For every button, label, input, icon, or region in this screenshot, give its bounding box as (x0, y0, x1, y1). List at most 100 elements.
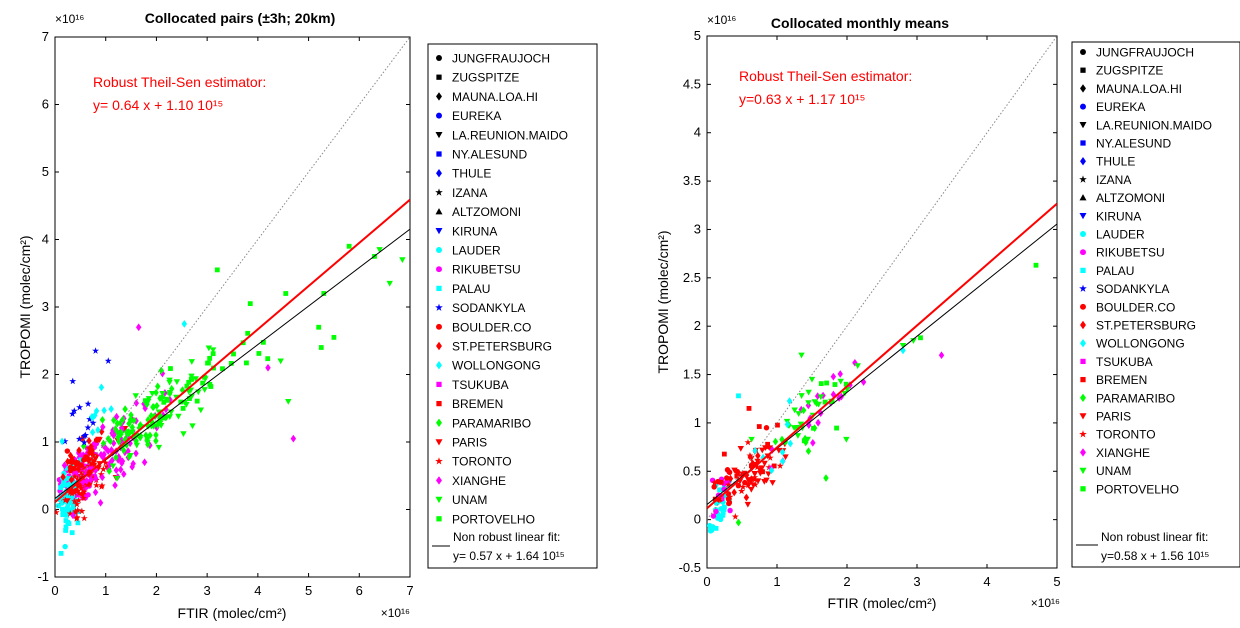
data-point-paramaribo (106, 467, 112, 475)
right-x-axis-label: FTIR (molec/cm²) (828, 595, 937, 611)
legend-marker-tri-down-icon (435, 496, 443, 504)
legend-label: TORONTO (1096, 428, 1156, 442)
data-point-rikubetsu (727, 507, 733, 514)
data-point-wollongong (93, 407, 100, 415)
y-tick-label: -0.5 (679, 560, 701, 575)
legend-item-sodankyla: SODANKYLA (435, 301, 525, 315)
data-point-boulder-co (763, 425, 770, 431)
legend-item-jungfraujoch: JUNGFRAUJOCH (436, 52, 550, 66)
data-point-st-petersburg (79, 490, 86, 498)
data-point-palau (69, 500, 74, 506)
data-point-xianghe (99, 473, 106, 482)
data-point-sodankyla (89, 419, 97, 426)
data-point-unam (808, 376, 816, 383)
data-point-palau (64, 512, 70, 518)
legend-item-kiruna: KIRUNA (1079, 209, 1141, 223)
data-point-boulder-co (64, 448, 71, 454)
data-point-palau (58, 550, 64, 556)
data-point-xianghe (83, 476, 90, 485)
data-point-rikubetsu (721, 486, 727, 493)
data-point-toronto (73, 500, 81, 508)
legend-item-kiruna: KIRUNA (435, 224, 497, 238)
legend-item-boulder-co: BOULDER.CO (436, 320, 531, 334)
data-point-toronto (75, 481, 83, 489)
legend-item-zugspitze: ZUGSPITZE (436, 71, 519, 85)
data-point-unam (805, 400, 812, 407)
data-point-paramaribo (100, 439, 107, 448)
legend-item-mauna-loa-hi: MAUNA.LOA.HI (436, 90, 538, 104)
legend-item-ny-alesund: NY.ALESUND (1080, 137, 1171, 151)
legend-item-zugspitze: ZUGSPITZE (1080, 64, 1163, 78)
data-point-xianghe (154, 423, 160, 432)
right-chart-title: Collocated monthly means (771, 15, 949, 31)
data-point-toronto (74, 475, 82, 482)
legend-label: THULE (1096, 155, 1135, 169)
y-tick-label: 4 (42, 232, 49, 247)
legend-marker-circle-icon (436, 323, 442, 330)
legend-item-boulder-co: BOULDER.CO (1080, 300, 1175, 314)
data-point-bremen (712, 496, 718, 502)
data-point-wollongong (95, 426, 101, 434)
data-point-paramaribo (99, 415, 106, 424)
data-point-portovelho (918, 335, 923, 341)
y-tick-label: -1 (37, 569, 49, 584)
legend-label: ALTZOMONI (1096, 191, 1165, 205)
data-point-palau (67, 507, 73, 513)
data-point-sodankyla (84, 423, 92, 431)
legend-marker-diamond-icon (1080, 448, 1086, 457)
data-point-palau (63, 528, 69, 533)
data-point-bremen (775, 422, 780, 428)
data-point-xianghe (117, 465, 124, 474)
data-point-boulder-co (735, 482, 742, 489)
right-fit-lines (707, 36, 1057, 520)
data-point-paramaribo (823, 474, 829, 482)
data-point-unam (797, 421, 805, 428)
legend-label: BOULDER.CO (1096, 300, 1175, 314)
y-tick-label: 5 (694, 28, 701, 43)
data-point-xianghe (135, 323, 142, 332)
data-point-st-petersburg (755, 451, 761, 460)
legend-marker-tri-up-icon (435, 208, 443, 215)
data-point-paramaribo (147, 431, 153, 440)
data-point-palau (736, 393, 741, 399)
data-point-unam (795, 411, 802, 417)
data-point-toronto (83, 481, 91, 488)
legend-item-bremen: BREMEN (436, 397, 503, 411)
legend-item-toronto: TORONTO (435, 455, 512, 469)
data-point-palau (721, 507, 727, 513)
data-point-paris (748, 486, 755, 493)
data-point-toronto (724, 481, 732, 488)
data-point-unam (277, 358, 284, 365)
data-point-boulder-co (711, 484, 717, 490)
legend-item-tsukuba: TSUKUBA (436, 378, 509, 392)
legend-marker-tri-down-icon (435, 439, 443, 446)
data-point-sodankyla (69, 410, 76, 417)
data-point-toronto (80, 514, 88, 522)
data-point-portovelho (210, 351, 216, 357)
data-point-portovelho (818, 381, 824, 387)
data-point-unam (748, 436, 755, 443)
data-point-toronto (89, 474, 97, 481)
legend-item-izana: IZANA (1079, 173, 1131, 187)
data-point-portovelho (142, 398, 148, 404)
data-point-unam (154, 420, 162, 427)
data-point-wollongong (101, 406, 107, 415)
x-tick-label: 1 (102, 583, 109, 598)
legend-marker-circle-icon (436, 55, 442, 61)
data-point-portovelho (245, 330, 251, 336)
data-point-toronto (98, 483, 105, 490)
right-legend-fit-label: Non robust linear fit: (1101, 530, 1208, 544)
legend-label: RIKUBETSU (452, 263, 521, 277)
data-point-rikubetsu (713, 508, 719, 515)
legend-item-portovelho: PORTOVELHO (1080, 482, 1179, 496)
data-point-st-petersburg (86, 479, 93, 488)
data-point-palau (66, 521, 72, 526)
legend-label: PORTOVELHO (452, 512, 535, 526)
data-point-xianghe (133, 449, 139, 458)
data-point-paramaribo (153, 431, 159, 439)
data-point-toronto (68, 489, 76, 497)
legend-item-lauder: LAUDER (1080, 228, 1145, 242)
data-point-portovelho (346, 243, 352, 249)
data-point-portovelho (186, 379, 192, 385)
legend-item-rikubetsu: RIKUBETSU (436, 263, 521, 277)
